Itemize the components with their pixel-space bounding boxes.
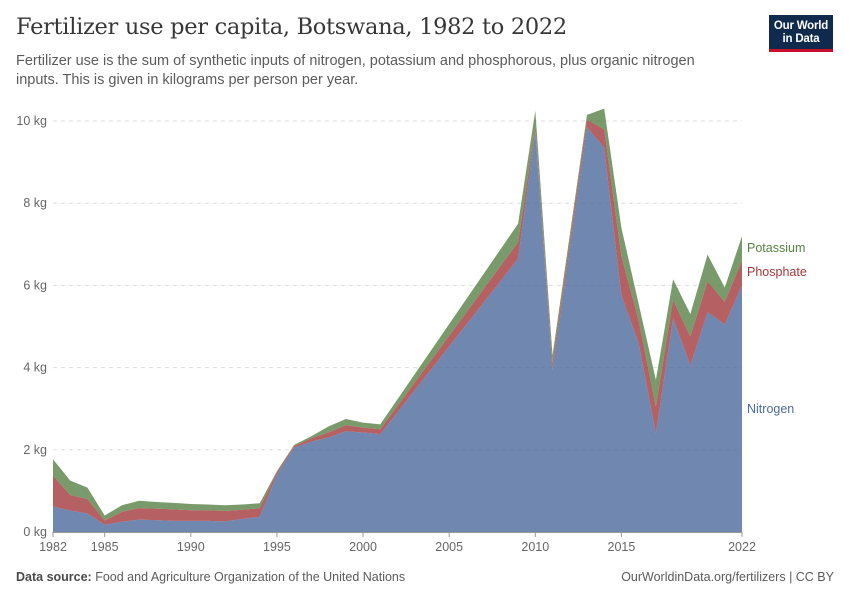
data-source-text[interactable]: Food and Agriculture Organization of the… [95,570,406,584]
source-url[interactable]: OurWorldinData.org/fertilizers | CC BY [621,570,834,584]
x-tick-label: 1990 [177,540,205,554]
y-tick-label: 6 kg [23,278,47,292]
chart-title: Fertilizer use per capita, Botswana, 198… [16,14,567,40]
series-label-potassium[interactable]: Potassium [747,241,805,255]
data-source: Data source: Food and Agriculture Organi… [16,570,405,584]
series-labels: Nitrogen Phosphate Potassium [747,241,807,416]
y-tick-label: 8 kg [23,196,47,210]
chart-subtitle: Fertilizer use is the sum of synthetic i… [16,53,695,88]
y-tick-label: 2 kg [23,443,47,457]
x-tick-label: 1995 [263,540,291,554]
area-series [53,108,742,532]
axes: 0 kg 2 kg 4 kg 6 kg 8 kg 10 kg 1982 1985 1990 199… [16,114,756,554]
x-tick-label: 2000 [349,540,377,554]
y-tick-label: 0 kg [23,525,47,539]
x-tick-label: 2010 [521,540,549,554]
series-label-phosphate[interactable]: Phosphate [747,265,807,279]
owid-logo[interactable]: Our World in Data [769,15,833,52]
logo-line-1: Our World [773,20,829,32]
x-tick-label: 2015 [608,540,636,554]
data-source-label: Data source: [16,570,92,584]
logo-line-2: in Data [782,32,820,45]
area-nitrogen[interactable] [53,127,742,532]
x-tick-label: 2005 [435,540,463,554]
y-tick-label: 10 kg [16,114,47,128]
x-tick-label: 1982 [39,540,67,554]
y-tick-label: 4 kg [23,361,47,375]
x-tick-label: 2022 [728,540,756,554]
x-tick-label: 1985 [91,540,119,554]
series-label-nitrogen[interactable]: Nitrogen [747,402,794,416]
